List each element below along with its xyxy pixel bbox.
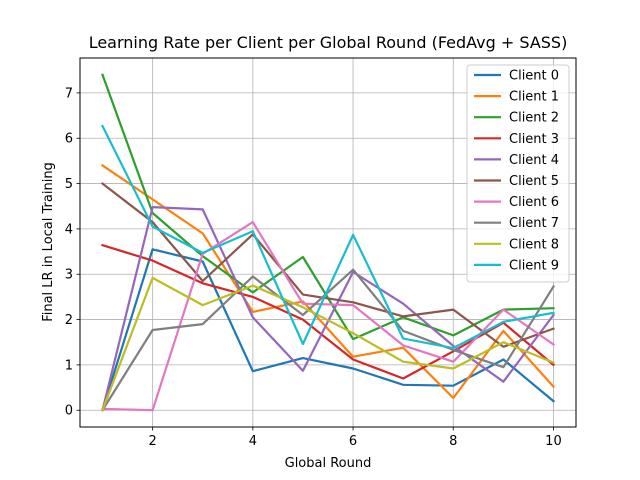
legend-label: Client 5 xyxy=(509,174,559,189)
legend: Client 0 Client 1 Client 2 Client 3 Client 4… xyxy=(466,64,570,283)
legend-label: Client 8 xyxy=(509,237,559,252)
series-lines xyxy=(100,73,556,412)
x-tick-label: 6 xyxy=(349,434,357,449)
y-tick-label: 0 xyxy=(65,404,73,419)
x-axis-ticks: 2 4 6 8 10 xyxy=(149,427,562,449)
legend-label: Client 3 xyxy=(509,132,559,147)
y-tick-label: 4 xyxy=(65,222,73,237)
x-axis-label: Global Round xyxy=(285,456,372,471)
series-line-client-7 xyxy=(100,268,556,412)
y-axis-ticks: 0 1 2 3 4 5 6 7 xyxy=(65,86,80,419)
x-tick-label: 2 xyxy=(149,434,157,449)
legend-label: Client 7 xyxy=(509,216,559,231)
chart-title: Learning Rate per Client per Global Roun… xyxy=(89,33,568,52)
series-line-client-5 xyxy=(100,182,555,348)
series-line-client-0 xyxy=(101,248,556,412)
legend-label: Client 1 xyxy=(509,90,559,105)
plot-area-frame xyxy=(79,57,577,428)
series-line-client-8 xyxy=(101,276,555,412)
x-tick-label: 4 xyxy=(249,434,257,449)
y-tick-label: 5 xyxy=(65,177,73,192)
y-tick-label: 6 xyxy=(65,132,73,147)
legend-label: Client 9 xyxy=(509,258,559,273)
y-tick-label: 1 xyxy=(65,358,73,373)
legend-box xyxy=(466,64,570,283)
y-axis-label: Final LR in Local Training xyxy=(41,162,56,322)
legend-label: Client 0 xyxy=(509,69,559,84)
series-line-client-9 xyxy=(101,124,555,350)
legend-label: Client 4 xyxy=(509,153,559,168)
x-tick-label: 10 xyxy=(545,434,562,449)
x-tick-label: 8 xyxy=(449,434,457,449)
y-tick-label: 3 xyxy=(65,268,73,283)
legend-label: Client 6 xyxy=(509,195,559,210)
legend-label: Client 2 xyxy=(509,111,559,126)
y-tick-label: 7 xyxy=(65,86,73,101)
y-tick-label: 2 xyxy=(65,313,73,328)
